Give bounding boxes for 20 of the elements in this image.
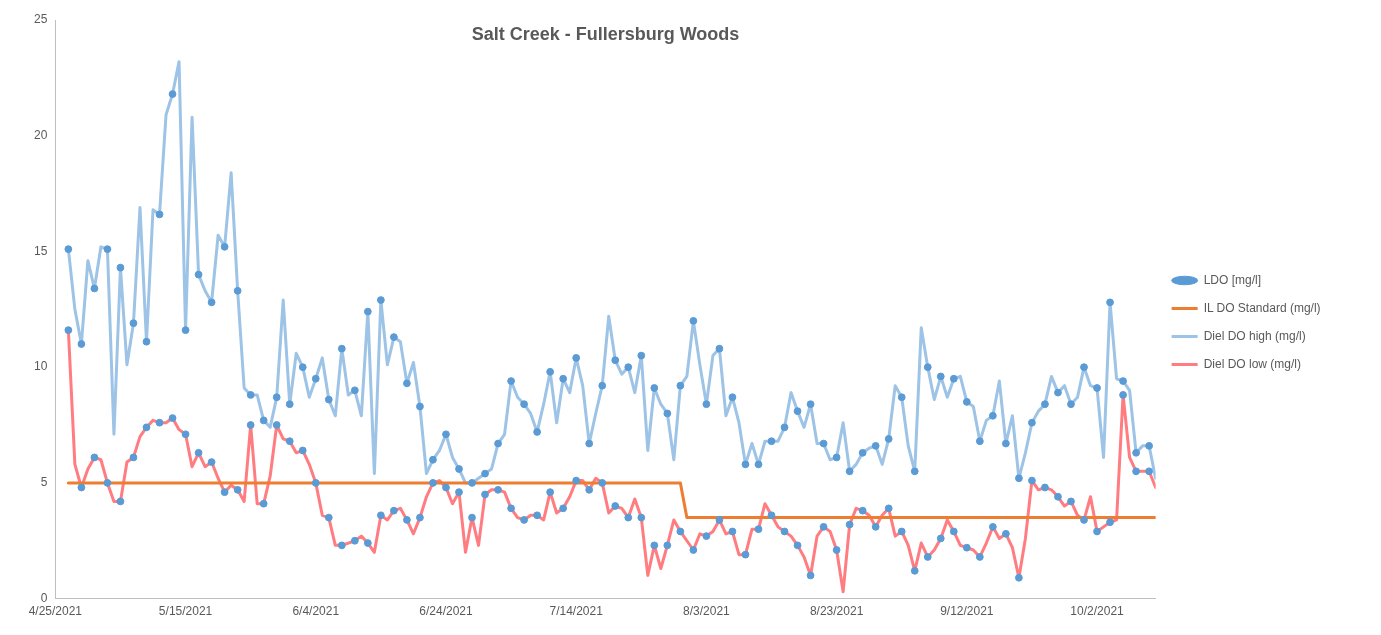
y-tick-label: 0 — [40, 590, 48, 605]
legend-label: IL DO Standard (mg/l) — [1203, 300, 1321, 315]
y-tick-label: 15 — [33, 243, 48, 258]
y-tick-label: 5 — [40, 475, 48, 490]
x-tick-label: 5/15/2021 — [158, 604, 213, 619]
x-tick-label: 9/12/2021 — [940, 604, 994, 619]
x-tick-label: 10/2/2021 — [1070, 604, 1125, 619]
x-tick-label: 4/25/2021 — [28, 604, 83, 619]
x-tick-label: 8/3/2021 — [683, 604, 731, 619]
y-tick-label: 25 — [33, 12, 48, 27]
y-tick-label: 20 — [33, 128, 48, 143]
x-tick-label: 6/24/2021 — [419, 604, 473, 619]
x-tick-label: 7/14/2021 — [549, 604, 604, 619]
legend-label: LDO [mg/l] — [1203, 272, 1261, 287]
legend-label: Diel DO low (mg/l) — [1203, 356, 1301, 371]
chart-title: Salt Creek - Fullersburg Woods — [471, 23, 740, 44]
x-tick-label: 6/4/2021 — [292, 604, 340, 619]
y-tick-label: 10 — [33, 359, 48, 374]
legend-label: Diel DO high (mg/l) — [1203, 328, 1306, 343]
x-tick-label: 8/23/2021 — [809, 604, 864, 619]
